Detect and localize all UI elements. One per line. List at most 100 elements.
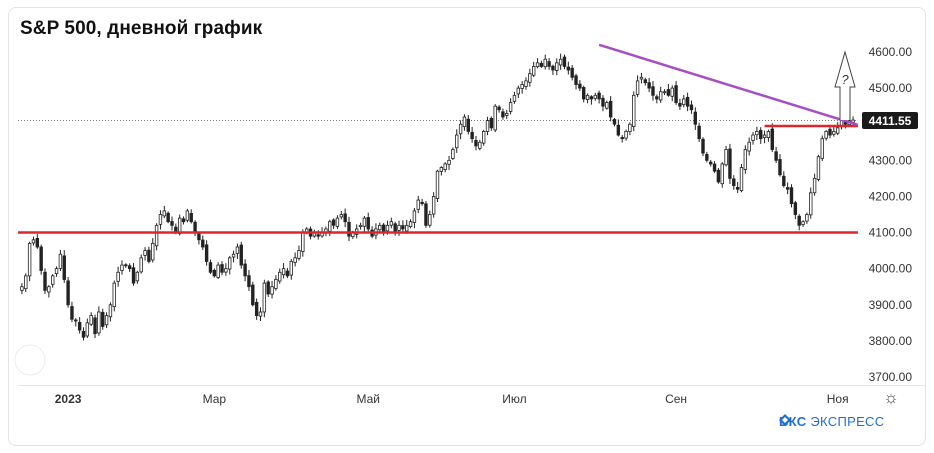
candle-body-up — [628, 123, 632, 132]
candle — [455, 129, 459, 153]
candle-body-up — [505, 112, 509, 116]
candle-body-down — [843, 122, 848, 125]
candle-body-down — [608, 100, 613, 118]
candle — [254, 298, 259, 320]
candle — [512, 91, 517, 104]
candle-body-up — [397, 224, 401, 231]
y-tick-label: 4500.00 — [869, 81, 913, 95]
candle — [601, 95, 605, 112]
candle — [258, 307, 263, 321]
candle-body-down — [616, 124, 621, 136]
candle — [451, 147, 455, 160]
candle — [478, 139, 482, 151]
candle-body-down — [601, 97, 605, 107]
candle-body-up — [54, 268, 59, 274]
candle-body-down — [489, 117, 494, 129]
candle — [835, 122, 840, 136]
candle-body-up — [262, 282, 267, 313]
candle-body-up — [816, 156, 821, 180]
candle — [374, 223, 378, 240]
candle-body-down — [66, 280, 70, 306]
candle-body-up — [585, 94, 590, 100]
candle-body-up — [809, 192, 813, 216]
candle-body-up — [378, 224, 382, 231]
candle-body-up — [328, 221, 332, 232]
candle — [54, 266, 59, 277]
candle-body-up — [428, 214, 432, 226]
candle-body-down — [597, 92, 601, 100]
candle-body-up — [97, 311, 101, 334]
candle-body-up — [747, 141, 751, 152]
candle — [97, 306, 101, 336]
candle-body-up — [270, 286, 274, 295]
candle — [666, 84, 671, 97]
candle — [401, 220, 405, 233]
candle — [93, 314, 97, 339]
candle — [243, 259, 247, 282]
candle — [520, 81, 524, 94]
candle-body-up — [635, 80, 640, 95]
candle-body-up — [485, 120, 490, 132]
candle-body-up — [493, 105, 497, 131]
candle-body-up — [335, 217, 340, 227]
candle-body-up — [281, 268, 286, 276]
candle-body-up — [832, 131, 836, 135]
candle — [135, 270, 140, 284]
candle — [285, 267, 290, 279]
candle-body-down — [697, 125, 701, 140]
candle-body-up — [408, 221, 413, 228]
candle — [201, 235, 205, 250]
candle — [181, 216, 186, 225]
candle — [497, 105, 501, 113]
candle-body-down — [785, 187, 790, 190]
last-price-label: 4411.55 — [869, 114, 912, 128]
candle — [108, 302, 113, 322]
settings-gear-icon[interactable]: ☼ — [883, 388, 899, 407]
candle-body-up — [658, 91, 663, 101]
candle-body-down — [93, 317, 97, 335]
candle-body-down — [243, 263, 247, 277]
candle — [562, 54, 567, 70]
candle-body-down — [424, 203, 428, 226]
candle — [474, 136, 478, 151]
candle-body-up — [535, 62, 540, 68]
candle-body-down — [497, 106, 501, 111]
candle-body-up — [293, 257, 297, 263]
candle-body-up — [443, 163, 447, 170]
candle-body-down — [578, 83, 582, 89]
candle — [570, 64, 574, 81]
candle-body-down — [693, 111, 698, 125]
candle — [682, 95, 686, 108]
candle — [635, 75, 640, 98]
last-price-badge: 4411.55 — [862, 112, 918, 129]
candle — [612, 117, 617, 127]
candle-body-up — [301, 232, 305, 252]
candle — [347, 216, 351, 242]
candle-body-up — [478, 141, 482, 149]
candle-body-down — [466, 118, 470, 132]
candle-body-up — [20, 286, 24, 291]
candle — [20, 283, 24, 295]
candle-body-up — [543, 58, 547, 68]
candle — [624, 129, 628, 141]
candle-body-up — [416, 199, 420, 210]
candle — [335, 215, 340, 229]
candle — [443, 162, 447, 173]
candle — [547, 58, 551, 70]
candle — [266, 280, 270, 297]
candle-body-up — [835, 127, 840, 134]
candle-body-down — [566, 66, 571, 71]
candle — [832, 126, 836, 137]
candle — [27, 241, 32, 282]
candle — [816, 154, 821, 182]
candle-body-down — [828, 128, 832, 136]
candle-body-down — [620, 137, 624, 140]
descending-trendline — [598, 43, 859, 127]
candle — [535, 58, 540, 69]
candle-body-up — [724, 149, 728, 166]
candle-body-up — [682, 98, 686, 105]
candle — [716, 168, 721, 184]
question-mark-label: ? — [841, 72, 849, 87]
candle-body-up — [412, 210, 417, 223]
